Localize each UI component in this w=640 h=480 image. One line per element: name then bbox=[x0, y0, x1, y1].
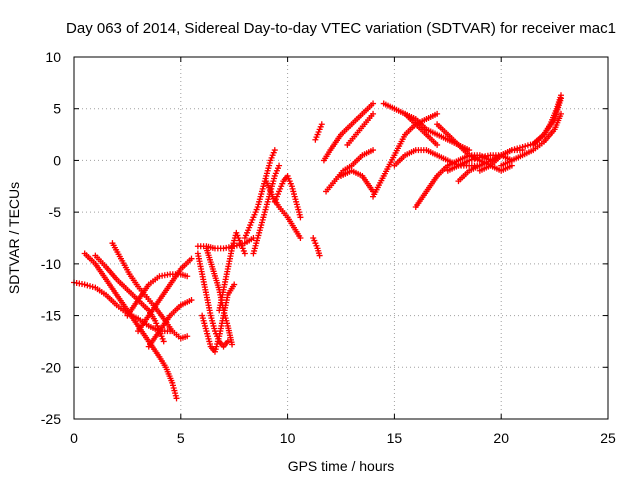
x-tick-label: 5 bbox=[177, 430, 185, 446]
y-tick-label: -10 bbox=[41, 256, 61, 272]
data-point bbox=[184, 333, 191, 340]
data-point bbox=[160, 338, 167, 345]
data-point bbox=[471, 155, 478, 162]
data-point bbox=[236, 241, 243, 248]
data-point bbox=[229, 341, 236, 348]
data-point bbox=[514, 145, 521, 152]
y-axis-label: SDTVAR / TECUs bbox=[6, 182, 22, 294]
series-arc-16 bbox=[271, 172, 304, 221]
data-point bbox=[84, 282, 91, 289]
series-arc-33 bbox=[530, 92, 565, 148]
data-point bbox=[558, 110, 565, 117]
series-arc-15 bbox=[263, 178, 304, 241]
axis-ticks: 0 5 10 15 20 25 -25 -20 -15 -10 -5 0 5 10 bbox=[41, 49, 616, 446]
data-point bbox=[370, 110, 377, 117]
data-point bbox=[233, 242, 240, 249]
data-point bbox=[558, 92, 565, 99]
series-arc-32 bbox=[498, 110, 565, 169]
data-point bbox=[184, 273, 191, 280]
x-tick-label: 25 bbox=[600, 430, 616, 446]
series-arc-5 bbox=[124, 271, 191, 319]
y-tick-label: -5 bbox=[49, 204, 62, 220]
data-point bbox=[511, 146, 518, 153]
plot-frame bbox=[73, 56, 609, 420]
data-point bbox=[231, 243, 238, 250]
series-arc-11 bbox=[216, 229, 248, 314]
data-point bbox=[468, 156, 475, 163]
data-point bbox=[316, 252, 323, 259]
series-arc-24 bbox=[380, 100, 441, 148]
y-tick-label: -15 bbox=[41, 308, 61, 324]
series-arc-19 bbox=[320, 100, 377, 164]
y-tick-label: -20 bbox=[41, 359, 61, 375]
data-point bbox=[239, 240, 246, 247]
series-arc-12 bbox=[194, 235, 257, 252]
series-arc-18 bbox=[312, 121, 325, 143]
data-point bbox=[297, 214, 304, 221]
data-point bbox=[318, 121, 325, 128]
series-arc-13 bbox=[241, 147, 278, 241]
data-point bbox=[231, 281, 238, 288]
chart-title: Day 063 of 2014, Sidereal Day-to-day VTE… bbox=[66, 20, 616, 37]
data-point bbox=[516, 144, 523, 151]
x-tick-label: 10 bbox=[280, 430, 296, 446]
data-point bbox=[87, 283, 94, 290]
data-point bbox=[276, 162, 283, 169]
data-point bbox=[474, 155, 481, 162]
data-point bbox=[297, 235, 304, 241]
data-point bbox=[241, 250, 248, 257]
data-point bbox=[173, 395, 180, 402]
data-point bbox=[89, 283, 96, 290]
data-point bbox=[434, 141, 441, 148]
y-tick-label: 10 bbox=[45, 49, 61, 65]
series-arc-20 bbox=[323, 147, 377, 195]
series-arc-21 bbox=[338, 167, 377, 195]
grid-lines bbox=[74, 57, 608, 419]
data-point bbox=[466, 147, 473, 154]
y-tick-label: 0 bbox=[53, 152, 61, 168]
x-tick-label: 20 bbox=[493, 430, 509, 446]
data-point bbox=[224, 338, 231, 345]
series-arc-9 bbox=[199, 281, 238, 355]
y-tick-label: -25 bbox=[41, 411, 61, 427]
data-point bbox=[370, 147, 377, 154]
data-point bbox=[370, 100, 377, 107]
data-point bbox=[466, 157, 473, 164]
data-point bbox=[434, 110, 441, 117]
data-point bbox=[271, 147, 278, 154]
series-arc-14 bbox=[250, 162, 283, 257]
data-point bbox=[519, 143, 526, 150]
data-point bbox=[524, 142, 531, 149]
series-arc-4 bbox=[109, 240, 191, 342]
data-point bbox=[522, 143, 529, 150]
series-arc-22 bbox=[344, 110, 377, 148]
x-tick-label: 0 bbox=[70, 430, 78, 446]
x-tick-label: 15 bbox=[387, 430, 403, 446]
data-point bbox=[508, 162, 515, 169]
y-tick-label: 5 bbox=[53, 101, 61, 117]
series-arc-6 bbox=[135, 255, 195, 335]
series-arc-17 bbox=[310, 235, 323, 259]
data-point bbox=[81, 281, 88, 288]
x-axis-label: GPS time / hours bbox=[288, 458, 395, 474]
data-point bbox=[508, 147, 515, 154]
data-point bbox=[188, 255, 195, 262]
series-arc-7 bbox=[145, 297, 195, 350]
data-markers bbox=[71, 92, 565, 402]
data-point bbox=[188, 297, 195, 304]
